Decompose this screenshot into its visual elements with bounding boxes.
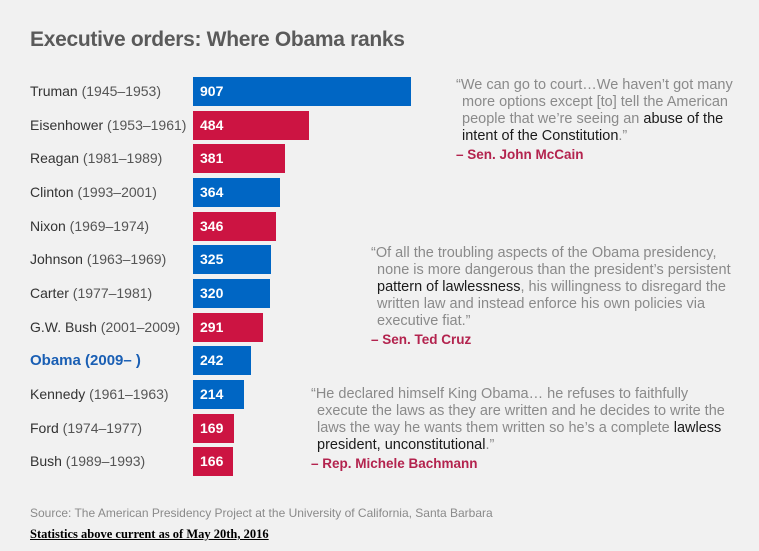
president-name: Bush: [30, 453, 62, 470]
president-name: Johnson: [30, 251, 83, 268]
quote-text: “He declared himself King Obama… he refu…: [311, 386, 725, 436]
term-years: (1974–1977): [58, 419, 143, 436]
bar: 166: [193, 447, 233, 477]
data-label: 364: [200, 183, 224, 200]
bar: 907: [193, 77, 411, 106]
data-label: 907: [200, 83, 224, 99]
date-note: Statistics above current as of May 20th,…: [30, 527, 269, 541]
bar: 381: [193, 144, 285, 174]
president-name: Kennedy: [30, 385, 86, 402]
bar: 242: [193, 346, 252, 376]
data-label: 166: [200, 453, 224, 470]
term-years: (1961–1963): [85, 385, 169, 402]
bar: 291: [193, 312, 263, 342]
president-name: Truman: [30, 83, 78, 99]
category-label: Bush (1989–1993): [30, 453, 145, 469]
data-label: 169: [200, 419, 224, 436]
term-years: (1993–2001): [73, 183, 157, 200]
category-label: Ford (1974–1977): [30, 420, 142, 436]
category-label: Johnson (1963–1969): [30, 251, 166, 267]
quote-cruz: “Of all the troubling aspects of the Oba…: [371, 245, 741, 348]
president-name: Clinton: [30, 183, 74, 200]
president-name: G.W. Bush: [30, 318, 97, 335]
quote-attribution: – Sen. John McCain: [456, 147, 584, 162]
quote-attribution: – Sen. Ted Cruz: [371, 332, 472, 347]
data-label: 214: [200, 385, 224, 402]
president-name: Eisenhower: [30, 116, 104, 133]
category-label: Obama (2009– ): [30, 352, 141, 369]
category-label: Eisenhower (1953–1961): [30, 117, 186, 133]
quote-text-end: , his willingness to disregard the writt…: [377, 279, 726, 329]
bar: 169: [193, 413, 234, 443]
category-label: Truman (1945–1953): [30, 83, 161, 99]
quote-highlight: abuse of the intent of the Constitution: [462, 111, 724, 144]
quote-highlight: lawless president, unconstitutional: [317, 420, 722, 453]
term-years: (1963–1969): [82, 251, 167, 268]
bar: 484: [193, 110, 310, 140]
data-label: 484: [200, 116, 224, 133]
bar: 346: [193, 211, 277, 241]
term-years: (1969–1974): [65, 217, 150, 234]
category-label: G.W. Bush (2001–2009): [30, 319, 180, 335]
term-years: (1981–1989): [79, 150, 163, 167]
category-label: Carter (1977–1981): [30, 285, 152, 301]
term-years: (1953–1961): [103, 116, 187, 133]
term-years: (1977–1981): [68, 284, 153, 301]
term-years: (2001–2009): [96, 318, 181, 335]
source-note: Source: The American Presidency Project …: [30, 506, 493, 520]
bar: 364: [193, 177, 281, 207]
quote-text-end: .”: [485, 437, 495, 453]
data-label: 242: [200, 352, 224, 369]
quote-text-end: .”: [618, 128, 628, 144]
category-label: Nixon (1969–1974): [30, 218, 149, 234]
president-name: Reagan: [30, 150, 80, 167]
quote-highlight: pattern of lawlessness: [377, 279, 521, 295]
quote-mccain: “We can go to court…We haven’t got many …: [456, 77, 746, 163]
quote-bachmann: “He declared himself King Obama… he refu…: [311, 386, 731, 472]
president-name: Carter: [30, 284, 69, 301]
data-label: 325: [200, 251, 224, 268]
quote-text: “Of all the troubling aspects of the Oba…: [371, 245, 731, 278]
term-years: (2009– ): [80, 352, 141, 370]
term-years: (1989–1993): [61, 453, 146, 470]
category-label: Clinton (1993–2001): [30, 184, 157, 200]
chart-title: Executive orders: Where Obama ranks: [30, 28, 405, 51]
data-label: 346: [200, 217, 224, 234]
data-label: 291: [200, 318, 224, 335]
bar: 320: [193, 278, 270, 308]
category-label: Reagan (1981–1989): [30, 150, 162, 166]
president-name: Nixon: [30, 217, 66, 234]
term-years: (1945–1953): [77, 83, 162, 99]
quote-attribution: – Rep. Michele Bachmann: [311, 456, 478, 471]
data-label: 381: [200, 150, 224, 167]
president-name: Ford: [30, 419, 59, 436]
data-label: 320: [200, 284, 224, 301]
bar: 325: [193, 245, 272, 275]
bar: 214: [193, 379, 245, 409]
quote-text: “We can go to court…We haven’t got many …: [456, 77, 733, 127]
president-name: Obama: [30, 352, 81, 370]
category-label: Kennedy (1961–1963): [30, 386, 169, 402]
